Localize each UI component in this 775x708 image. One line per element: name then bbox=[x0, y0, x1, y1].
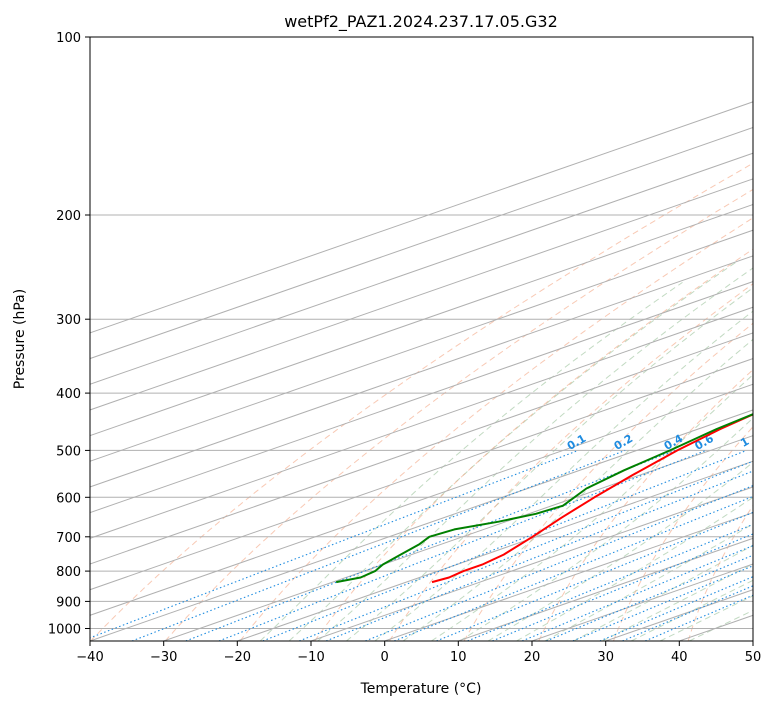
y-tick-label: 400 bbox=[56, 387, 81, 402]
dry-adiabat bbox=[463, 322, 753, 641]
isotherm-line bbox=[384, 512, 753, 641]
dry-adiabat bbox=[388, 283, 753, 641]
sounding-line bbox=[431, 413, 753, 584]
isotherm-line bbox=[90, 255, 753, 488]
mixing-ratio-line bbox=[90, 449, 579, 639]
isotherm-line bbox=[90, 281, 753, 514]
isotherm-line bbox=[90, 152, 753, 385]
x-axis-title: Temperature (°C) bbox=[360, 681, 482, 697]
y-tick-label: 900 bbox=[56, 595, 81, 610]
dry-adiabat bbox=[687, 504, 753, 641]
moist-adiabat bbox=[659, 595, 753, 641]
moist-adiabat bbox=[431, 374, 753, 641]
mixing-ratio-line bbox=[521, 545, 753, 641]
x-tick-label: 10 bbox=[450, 650, 467, 665]
dry-adiabat bbox=[90, 162, 753, 641]
isotherm-line bbox=[90, 383, 753, 616]
moist-adiabat bbox=[317, 267, 753, 641]
mixing-ratio-line bbox=[365, 485, 753, 641]
moist-adiabat bbox=[345, 287, 753, 641]
isotherm-line bbox=[90, 409, 753, 641]
sounding-line bbox=[336, 413, 753, 584]
isotherm-line bbox=[90, 358, 753, 591]
moist-adiabat bbox=[288, 261, 737, 641]
y-tick-label: 800 bbox=[56, 565, 81, 580]
y-tick-label: 500 bbox=[56, 444, 81, 459]
isotherm-line bbox=[90, 306, 753, 539]
isotherm-line bbox=[458, 537, 753, 641]
moist-adiabat bbox=[259, 281, 683, 641]
moist-adiabat bbox=[630, 579, 753, 641]
moist-adiabat bbox=[487, 461, 753, 641]
x-tick-label: −20 bbox=[224, 650, 251, 665]
y-tick-label: 600 bbox=[56, 491, 81, 506]
x-tick-label: 40 bbox=[671, 650, 688, 665]
isotherm-line bbox=[310, 486, 753, 641]
mixing-ratio-line bbox=[572, 565, 753, 641]
x-tick-label: −30 bbox=[150, 650, 177, 665]
isotherm-line bbox=[90, 178, 753, 411]
isotherm-line bbox=[90, 332, 753, 565]
mixing-ratio-line bbox=[393, 495, 753, 641]
isotherm-line bbox=[90, 203, 753, 437]
x-tick-label: 20 bbox=[524, 650, 541, 665]
plot-frame bbox=[89, 36, 754, 642]
y-tick-label: 100 bbox=[56, 31, 81, 46]
mixing-ratio-line bbox=[622, 585, 753, 641]
isotherm-line bbox=[163, 435, 753, 641]
isotherm-gridlines bbox=[90, 101, 753, 641]
mixing-ratio-line bbox=[599, 576, 753, 641]
mixing-ratio-line bbox=[218, 449, 707, 641]
dry-adiabat bbox=[314, 248, 753, 641]
mixing-ratio-line bbox=[185, 449, 676, 641]
isotherm-line bbox=[90, 126, 753, 360]
dry-adiabat bbox=[613, 426, 753, 641]
mixing-ratio-line bbox=[262, 449, 747, 641]
y-tick-label: 700 bbox=[56, 531, 81, 546]
y-axis-ticks: 100 200 300 400 500 600 700 800 900 1000 bbox=[48, 31, 90, 638]
x-tick-label: −40 bbox=[76, 650, 103, 665]
x-tick-label: 30 bbox=[597, 650, 614, 665]
dry-adiabat bbox=[239, 217, 753, 641]
sounding-series bbox=[336, 413, 753, 584]
x-tick-label: −10 bbox=[297, 650, 324, 665]
y-tick-label: 300 bbox=[56, 313, 81, 328]
chart-title: wetPf2_PAZ1.2024.237.17.05.G32 bbox=[284, 12, 558, 32]
mixing-ratio-line bbox=[131, 449, 626, 641]
x-tick-label: 0 bbox=[381, 650, 389, 665]
mixing-ratio-line bbox=[546, 554, 753, 641]
y-tick-label: 1000 bbox=[48, 623, 81, 638]
x-axis-ticks: −40 −30 −20 −10 0 10 20 30 40 50 bbox=[76, 641, 761, 665]
y-tick-label: 200 bbox=[56, 209, 81, 224]
dry-adiabat bbox=[538, 368, 753, 641]
mixing-ratio-lines bbox=[90, 449, 753, 641]
mixing-ratio-line bbox=[492, 533, 753, 641]
isotherm-line bbox=[90, 229, 753, 462]
plot-area: -100-90-80-70-60-50-40-30-20-10010203040… bbox=[90, 37, 753, 641]
x-tick-label: 50 bbox=[745, 650, 762, 665]
moist-adiabat bbox=[602, 563, 753, 641]
moist-adiabat bbox=[516, 496, 753, 641]
y-axis-title: Pressure (hPa) bbox=[12, 289, 28, 389]
isotherm-line bbox=[90, 101, 753, 334]
